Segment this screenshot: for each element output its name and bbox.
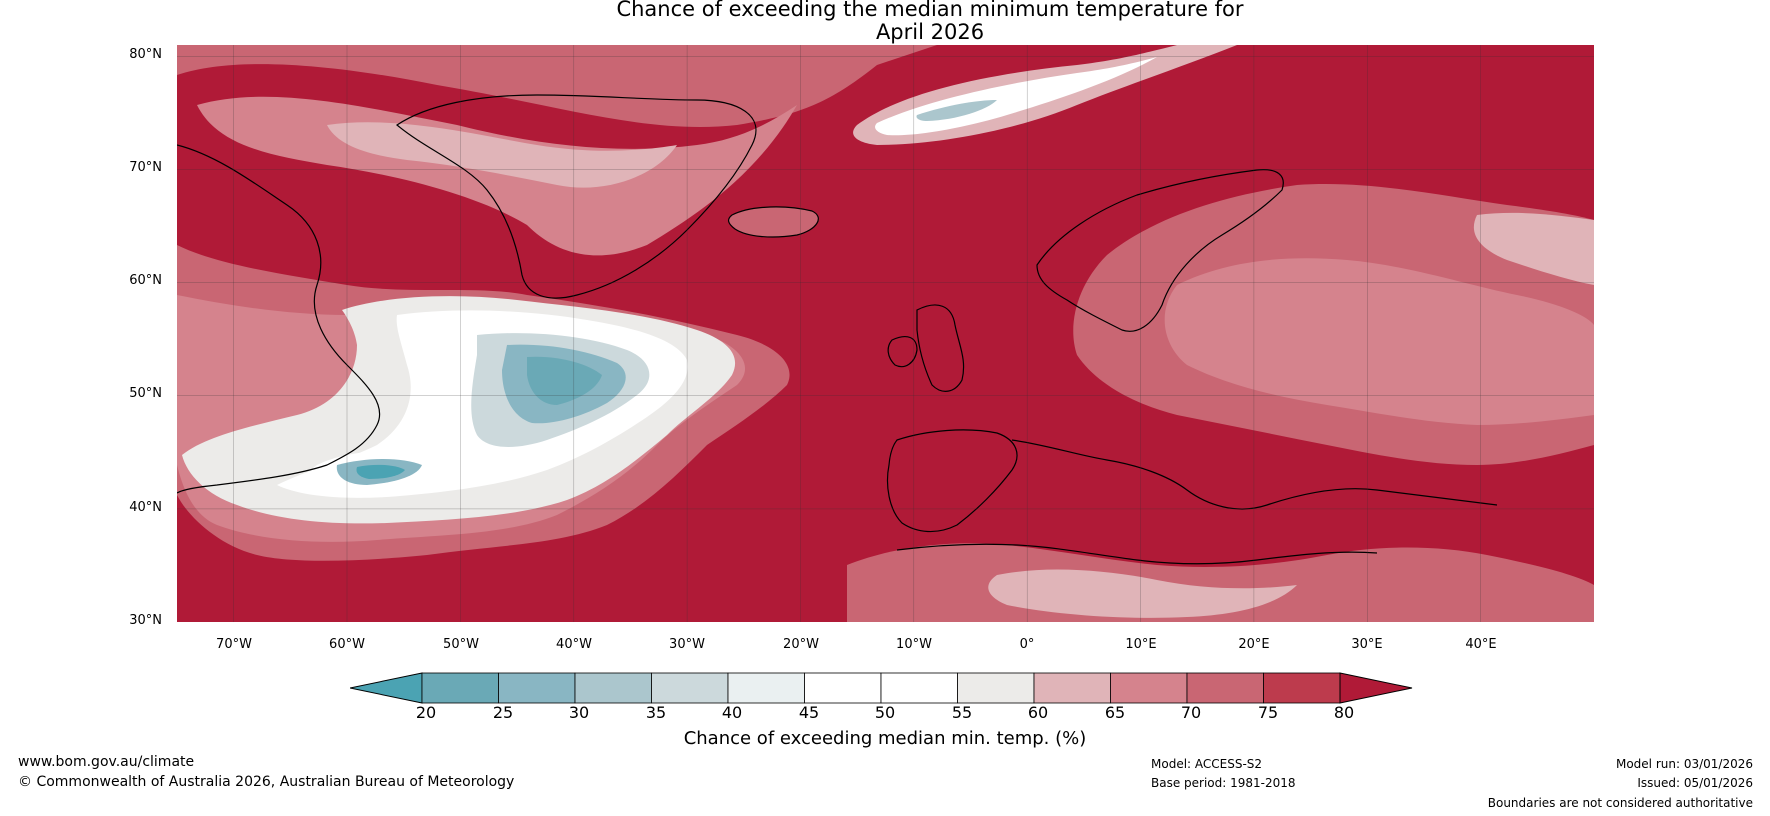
svalbard-plume-cool [916, 100, 997, 121]
lon-label-20w: 20°W [783, 637, 819, 652]
colorbar-segment [1263, 672, 1341, 704]
colorbar-segment [421, 672, 499, 704]
north-africa-core [988, 569, 1297, 618]
colorbar-title: Chance of exceeding median min. temp. (%… [683, 728, 1087, 749]
mediterranean-north-coast [1011, 439, 1498, 510]
colorbar-tick-50: 50 [874, 703, 896, 722]
colorbar-tick-75: 75 [1257, 703, 1279, 722]
colorbar-segment [880, 672, 958, 704]
scandinavia-coast [1036, 169, 1284, 332]
lon-label-10w: 10°W [896, 637, 932, 652]
mediterranean-south-coast [896, 543, 1378, 565]
lon-label-60w: 60°W [329, 637, 365, 652]
chart-title: Chance of exceeding the median minimum t… [0, 0, 1770, 44]
footer-copyright: © Commonwealth of Australia 2026, Austra… [18, 774, 515, 790]
forecast-map [177, 45, 1594, 622]
arctic-band [177, 45, 937, 127]
iceland [728, 206, 819, 238]
footer-issued: Issued: 05/01/2026 [1637, 776, 1753, 790]
ireland [887, 336, 918, 368]
lon-label-10e: 10°E [1125, 637, 1157, 652]
lon-label-20e: 20°E [1238, 637, 1270, 652]
lat-label-40: 40°N [129, 500, 162, 515]
greenland-coast [395, 94, 757, 299]
lat-label-50: 50°N [129, 386, 162, 401]
colorbar-segment [1110, 672, 1188, 704]
great-britain [916, 304, 965, 392]
colorbar-segment [574, 672, 652, 704]
graticule [177, 45, 1594, 622]
colorbar-segment [651, 672, 729, 704]
colorbar-tick-35: 35 [645, 703, 667, 722]
north-america-coast [177, 144, 381, 494]
cool-pocket-core [356, 464, 405, 479]
lon-label-30w: 30°W [669, 637, 705, 652]
lon-label-0: 0° [1019, 637, 1035, 652]
colorbar-tick-45: 45 [798, 703, 820, 722]
colorbar-tick-65: 65 [1104, 703, 1126, 722]
colorbar-segment [727, 672, 805, 704]
iberia [886, 429, 1018, 533]
colorbar-tick-40: 40 [721, 703, 743, 722]
colorbar-extend-low [350, 672, 423, 704]
lat-label-30: 30°N [129, 613, 162, 628]
lat-label-80: 80°N [129, 47, 162, 62]
lon-label-40e: 40°E [1465, 637, 1497, 652]
title-line-2: April 2026 [875, 20, 985, 44]
lon-label-40w: 40°W [556, 637, 592, 652]
footer-website: www.bom.gov.au/climate [18, 754, 195, 770]
colorbar-segment [1186, 672, 1264, 704]
colorbar-tick-70: 70 [1180, 703, 1202, 722]
lon-label-30e: 30°E [1351, 637, 1383, 652]
colorbar-tick-25: 25 [492, 703, 514, 722]
greenland-core [327, 122, 677, 188]
colorbar-extend-high [1339, 672, 1413, 704]
lat-label-70: 70°N [129, 160, 162, 175]
colorbar-tick-60: 60 [1027, 703, 1049, 722]
footer-model-run: Model run: 03/01/2026 [1615, 757, 1753, 771]
colorbar-segment [957, 672, 1035, 704]
colorbar-segment [804, 672, 882, 704]
lon-label-70w: 70°W [216, 637, 252, 652]
footer-model: Model: ACCESS-S2 [1151, 757, 1263, 771]
footer-base-period: Base period: 1981-2018 [1151, 776, 1296, 790]
colorbar-tick-20: 20 [415, 703, 437, 722]
colorbar-tick-55: 55 [951, 703, 973, 722]
europe-land-core [1164, 258, 1594, 425]
russia-anomaly [1473, 212, 1594, 285]
colorbar [350, 672, 1413, 704]
title-line-1: Chance of exceeding the median minimum t… [616, 0, 1244, 21]
colorbar-tick-80: 80 [1333, 703, 1355, 722]
footer-disclaimer: Boundaries are not considered authoritat… [1487, 796, 1753, 810]
colorbar-segment [1033, 672, 1111, 704]
lat-label-60: 60°N [129, 273, 162, 288]
lon-label-50w: 50°W [443, 637, 479, 652]
colorbar-tick-30: 30 [568, 703, 590, 722]
colorbar-segment [498, 672, 576, 704]
atlantic-anomaly-25 [527, 356, 602, 405]
